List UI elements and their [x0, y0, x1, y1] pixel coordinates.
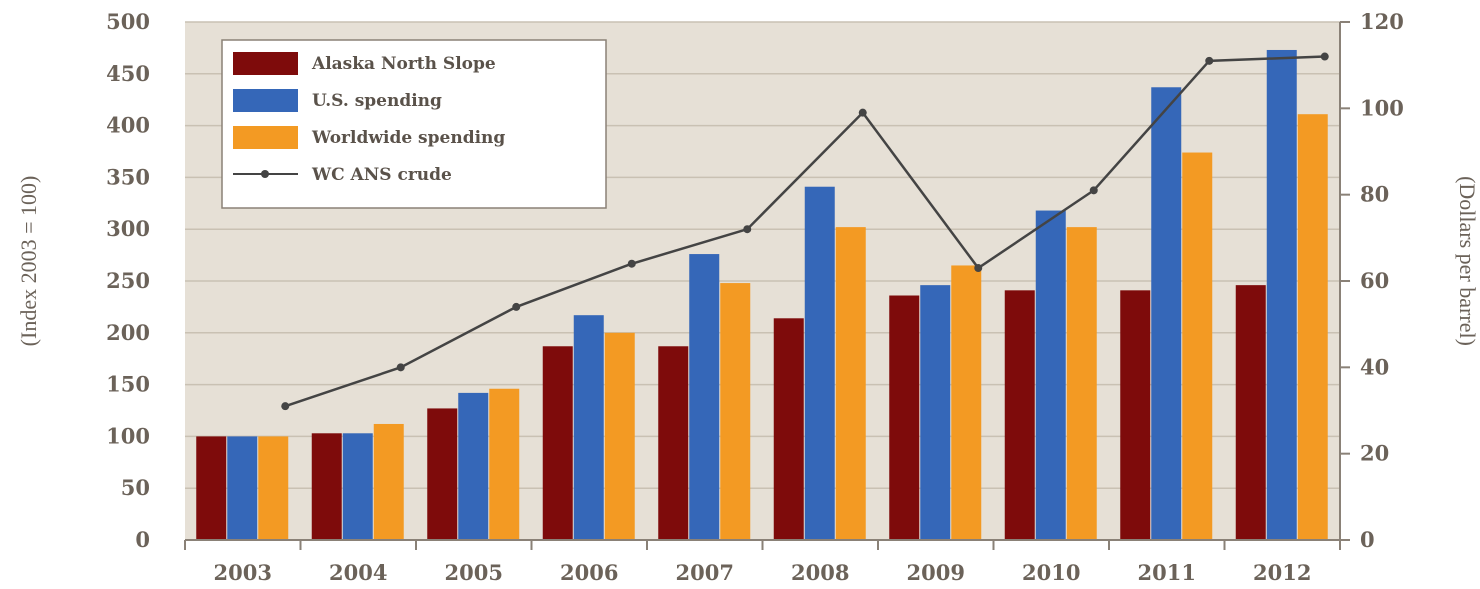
legend-label-us-spending: U.S. spending [312, 91, 442, 111]
y-tick-label: 50 [121, 475, 150, 500]
crude-price-point-2005 [512, 302, 521, 311]
y-tick-label: 0 [135, 527, 150, 552]
y-tick-label: 500 [106, 9, 150, 34]
crude-price-point-2008 [858, 108, 867, 117]
bar-u-s-spending-2012 [1266, 49, 1297, 541]
y-tick-label: 450 [106, 61, 150, 86]
bar-worldwide-spending-2005 [489, 388, 520, 540]
bar-worldwide-spending-2006 [604, 332, 635, 540]
y2-axis-title: (Dollars per barrel) [1455, 176, 1480, 346]
x-tick-label: 2009 [907, 560, 965, 585]
bar-u-s-spending-2005 [458, 392, 489, 540]
legend-swatch-us-spending [233, 89, 298, 112]
y-tick-label: 200 [106, 320, 150, 345]
crude-price-polyline [284, 55, 1325, 408]
x-tick-label: 2012 [1253, 560, 1311, 585]
bar-alaska-north-slope-2010 [1004, 290, 1035, 540]
legend-swatch-wc-ans-crude-marker [261, 170, 269, 178]
x-tick-label: 2004 [329, 560, 387, 585]
x-tick-label: 2011 [1138, 560, 1196, 585]
bar-worldwide-spending-2007 [720, 283, 751, 540]
bar-worldwide-spending-2010 [1066, 227, 1097, 541]
bars [196, 49, 1328, 541]
bar-alaska-north-slope-2008 [773, 318, 804, 540]
x-tick-label: 2006 [560, 560, 618, 585]
y-tick-label: 100 [106, 423, 150, 448]
x-tick-label: 2005 [445, 560, 503, 585]
y-tick-label: 400 [106, 113, 150, 138]
legend-label-alaska-north-slope: Alaska North Slope [311, 54, 496, 74]
crude-price-line [281, 52, 1329, 411]
crude-price-point-2010 [1089, 186, 1098, 195]
bar-u-s-spending-2004 [342, 433, 373, 540]
crude-price-point-2003 [281, 402, 290, 411]
bar-u-s-spending-2003 [227, 436, 258, 540]
bar-worldwide-spending-2011 [1182, 152, 1213, 540]
bar-u-s-spending-2006 [573, 315, 604, 540]
y2-tick-label: 60 [1360, 268, 1389, 293]
y-tick-label: 350 [106, 164, 150, 189]
y2-tick-label: 80 [1360, 182, 1389, 207]
y-axis-title: (Index 2003 = 100) [16, 176, 41, 347]
bar-u-s-spending-2008 [804, 186, 835, 540]
bar-worldwide-spending-2004 [373, 423, 404, 540]
crude-price-point-2006 [627, 259, 636, 268]
bar-alaska-north-slope-2009 [889, 295, 920, 540]
y-tick-label: 300 [106, 216, 150, 241]
y2-tick-label: 120 [1360, 9, 1404, 34]
y-tick-label: 150 [106, 372, 150, 397]
y2-tick-label: 100 [1360, 95, 1404, 120]
x-tick-label: 2007 [676, 560, 734, 585]
bar-worldwide-spending-2008 [835, 227, 866, 541]
bar-worldwide-spending-2012 [1297, 114, 1328, 540]
legend-swatch-alaska-north-slope [233, 52, 298, 75]
bar-alaska-north-slope-2004 [311, 433, 342, 540]
bar-alaska-north-slope-2006 [542, 346, 573, 540]
x-tick-label: 2010 [1022, 560, 1080, 585]
bar-u-s-spending-2010 [1035, 210, 1066, 540]
x-tick-label: 2008 [791, 560, 849, 585]
bar-u-s-spending-2009 [920, 285, 951, 540]
crude-price-point-2009 [974, 264, 983, 273]
crude-price-point-2007 [743, 225, 752, 234]
bar-u-s-spending-2011 [1151, 87, 1182, 540]
bar-alaska-north-slope-2011 [1120, 290, 1151, 540]
bar-alaska-north-slope-2007 [658, 346, 689, 540]
legend-swatch-worldwide-spending [233, 126, 298, 149]
legend-label-worldwide-spending: Worldwide spending [311, 128, 505, 148]
legend: Alaska North Slope U.S. spending Worldwi… [221, 39, 607, 209]
axes: 0 50 100 150 200 250 300 350 400 450 500 0 20 40 60 80 1… [106, 9, 1404, 585]
bar-alaska-north-slope-2005 [427, 408, 458, 540]
y2-tick-label: 0 [1360, 527, 1375, 552]
bar-worldwide-spending-2003 [258, 436, 289, 540]
bar-worldwide-spending-2009 [951, 265, 982, 540]
y-tick-label: 250 [106, 268, 150, 293]
bar-u-s-spending-2007 [689, 254, 720, 540]
crude-price-point-2012 [1320, 52, 1329, 61]
bar-alaska-north-slope-2003 [196, 436, 227, 540]
crude-price-point-2004 [396, 363, 405, 372]
y2-tick-label: 20 [1360, 441, 1389, 466]
y2-tick-label: 40 [1360, 354, 1389, 379]
crude-price-point-2011 [1205, 56, 1214, 65]
x-tick-label: 2003 [214, 560, 272, 585]
bar-alaska-north-slope-2012 [1235, 285, 1266, 540]
legend-label-wc-ans-crude: WC ANS crude [311, 165, 452, 185]
